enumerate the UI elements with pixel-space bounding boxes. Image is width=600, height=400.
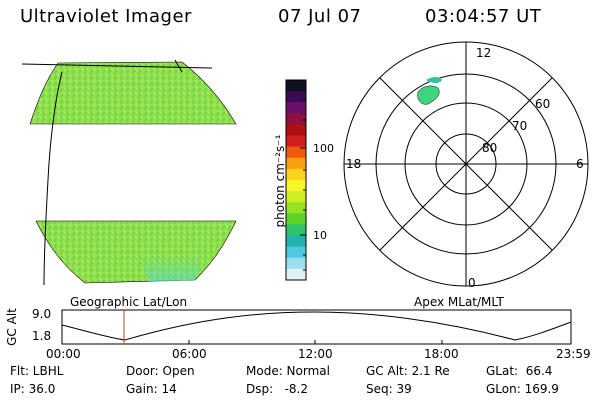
status-ip: IP: 36.0 [10, 382, 56, 396]
colorbar-swatch [286, 213, 306, 225]
coastline-line [43, 71, 63, 286]
time-tick-2359: 23:59 [556, 347, 591, 361]
colorbar-swatch [286, 157, 306, 170]
time-tick-1800: 18:00 [424, 347, 459, 361]
colorbar-unit-label: photon cm⁻²s⁻¹ [273, 134, 287, 228]
colorbar-swatch [286, 168, 306, 181]
color-bar [286, 80, 306, 281]
mlt-label-0: 0 [468, 276, 476, 290]
date-label: 07 Jul 07 [278, 6, 362, 27]
mlt-label-18: 18 [346, 157, 362, 171]
status-door: Door: Open [126, 364, 195, 378]
lat-label-60: 60 [535, 97, 551, 111]
time-tick-0600: 06:00 [172, 347, 207, 361]
lat-label-70: 70 [512, 119, 528, 133]
colorbar-swatch [286, 235, 306, 248]
colorbar-swatch [286, 257, 306, 270]
lat-label-80: 80 [482, 141, 498, 155]
time-label: 03:04:57 UT [425, 6, 542, 27]
status-gain: Gain: 14 [126, 382, 177, 396]
colorbar-swatch [286, 113, 306, 125]
altitude-ylabel: GC Alt [5, 308, 19, 346]
status-dsp: Dsp: -8.2 [246, 382, 309, 396]
time-tick-0000: 00:00 [46, 347, 81, 361]
geographic-image-upper [21, 59, 237, 125]
colorbar-swatch [286, 202, 306, 214]
status-gcalt: GC Alt: 2.1 Re [366, 364, 450, 378]
geographic-image-lower [35, 220, 237, 284]
colorbar-swatch [286, 268, 306, 281]
colorbar-swatch [286, 124, 306, 137]
apex-label: Apex MLat/MLT [414, 295, 504, 309]
instrument-title: Ultraviolet Imager [20, 6, 192, 27]
status-glon: GLon: 169.9 [486, 382, 559, 396]
status-glat: GLat: 66.4 [486, 364, 553, 378]
altitude-plot [61, 309, 572, 345]
status-mode: Mode: Normal [246, 364, 330, 378]
time-tick-1200: 12:00 [298, 347, 333, 361]
status-flt: Flt: LBHL [10, 364, 64, 378]
colorbar-swatch [286, 246, 306, 259]
colorbar-swatch [286, 135, 306, 148]
colorbar-swatch [286, 180, 306, 192]
mlt-label-12: 12 [476, 46, 492, 60]
colorbar-swatch [286, 191, 306, 203]
status-seq: Seq: 39 [366, 382, 412, 396]
colorbar-swatch [286, 224, 306, 237]
altitude-ytick-9: 9.0 [32, 307, 52, 321]
colorbar-tick-100: 100 [313, 142, 334, 155]
colorbar-tick-10: 10 [313, 229, 327, 242]
aurora-blobs [417, 77, 442, 105]
colorbar-swatch [286, 91, 306, 103]
colorbar-swatch [286, 146, 306, 159]
colorbar-swatch [286, 80, 306, 92]
polar-plot [343, 41, 589, 287]
altitude-ytick-1-8: 1.8 [32, 329, 52, 343]
geographic-label: Geographic Lat/Lon [70, 295, 188, 309]
colorbar-swatch [286, 102, 306, 114]
mlt-label-6: 6 [576, 157, 584, 171]
